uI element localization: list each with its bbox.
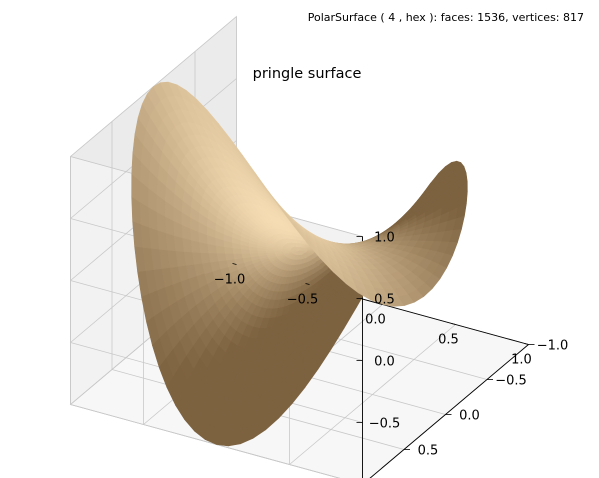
x-tick-label: 0.5 — [438, 333, 459, 348]
y-tick-label: −1.0 — [537, 339, 569, 354]
z-tick-label: −0.5 — [369, 417, 401, 432]
surface-face — [225, 253, 234, 260]
x-tick-label: 0.0 — [365, 313, 386, 328]
z-tick-label: 1.0 — [374, 231, 395, 246]
chart-title: pringle surface — [253, 66, 362, 82]
y-tick-label: 0.0 — [459, 409, 480, 424]
y-tick-label: −0.5 — [495, 374, 527, 389]
figure-suptitle: PolarSurface ( 4 , hex ): faces: 1536, v… — [308, 11, 584, 24]
axes-3d: −1.0−0.50.00.51.0−1.0−0.50.00.51.0−1.0−0… — [71, 17, 569, 478]
surface-face — [234, 253, 243, 259]
z-tick-label: 0.0 — [374, 355, 395, 370]
x-tick-label: 1.0 — [511, 353, 532, 368]
surface-face — [242, 253, 251, 258]
z-tick-label: 0.5 — [374, 293, 395, 308]
x-tick-label: −1.0 — [214, 273, 246, 288]
y-tick-label: 0.5 — [418, 444, 439, 459]
x-tick-label: −0.5 — [287, 293, 319, 308]
